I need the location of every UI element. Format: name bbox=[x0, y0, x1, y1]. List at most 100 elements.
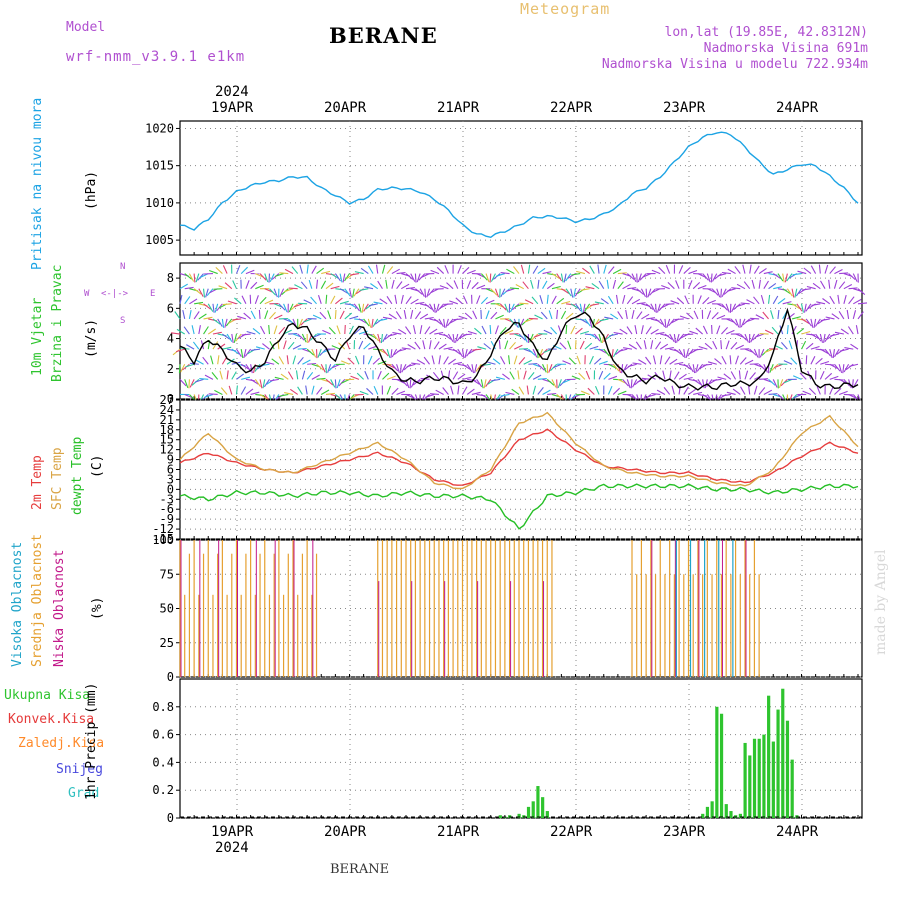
wind-barb bbox=[452, 348, 461, 355]
wind-barb bbox=[279, 393, 289, 397]
wind-barb bbox=[259, 296, 267, 305]
precip-bar bbox=[790, 759, 794, 818]
wind-barb bbox=[198, 325, 201, 335]
wind-barb bbox=[269, 311, 276, 320]
wind-barb bbox=[556, 309, 559, 319]
y-tick-label: 2 bbox=[167, 362, 174, 376]
wind-barb bbox=[622, 378, 629, 387]
wind-barb bbox=[548, 364, 553, 373]
wind-barb bbox=[673, 371, 680, 380]
wind-barb bbox=[494, 288, 500, 298]
wind-barb bbox=[440, 370, 445, 380]
wind-barb bbox=[431, 355, 435, 365]
wind-barb bbox=[623, 347, 633, 350]
wind-barb bbox=[506, 268, 515, 275]
wind-barb bbox=[237, 315, 247, 320]
wind-barb bbox=[243, 312, 251, 320]
wind-barb bbox=[683, 376, 693, 380]
wind-barb bbox=[443, 333, 452, 340]
wind-barb bbox=[311, 348, 317, 358]
wind-barb bbox=[515, 284, 524, 290]
wind-barb bbox=[235, 264, 241, 274]
precip-bar bbox=[545, 811, 549, 818]
wind-barb bbox=[523, 359, 532, 365]
wind-barb bbox=[824, 333, 831, 342]
wind-barb bbox=[692, 364, 696, 374]
wind-barb bbox=[360, 267, 369, 275]
compass-w: W bbox=[84, 289, 90, 299]
y-tick-label: 6 bbox=[167, 463, 174, 477]
wind-barb bbox=[565, 273, 572, 282]
wind-barb bbox=[212, 331, 222, 335]
wind-barb bbox=[500, 356, 506, 365]
wind-barb bbox=[245, 280, 250, 289]
wind-barb bbox=[312, 314, 322, 320]
wind-barb bbox=[391, 279, 395, 289]
wind-barb bbox=[636, 288, 644, 295]
wind-barb bbox=[466, 363, 473, 373]
wind-barb bbox=[805, 318, 812, 327]
wind-barb bbox=[524, 299, 534, 305]
wind-barb bbox=[471, 364, 475, 374]
wind-barb bbox=[366, 387, 374, 395]
wind-barb bbox=[250, 310, 256, 320]
wind-barb bbox=[243, 349, 247, 359]
wind-barb bbox=[356, 372, 365, 380]
wind-barb bbox=[839, 272, 849, 275]
wind-barb bbox=[557, 379, 562, 388]
wind-barb bbox=[824, 264, 829, 274]
wind-barb bbox=[353, 327, 362, 335]
wind-barb bbox=[576, 355, 581, 365]
wind-barb bbox=[702, 297, 710, 305]
wind-barb bbox=[372, 357, 380, 365]
wind-barb bbox=[600, 298, 609, 305]
wind-barb bbox=[269, 378, 279, 382]
y-tick-label: 1010 bbox=[145, 196, 174, 210]
wind-barb bbox=[847, 326, 854, 335]
precip-bar bbox=[724, 804, 728, 818]
wind-barb bbox=[462, 386, 468, 395]
wind-barb bbox=[491, 378, 501, 382]
wind-barb bbox=[692, 378, 702, 385]
wind-barb bbox=[652, 355, 657, 365]
precip-bar bbox=[743, 742, 747, 818]
wind-barb bbox=[791, 303, 800, 310]
wind-barb bbox=[419, 288, 425, 297]
wind-barb bbox=[815, 333, 822, 342]
wind-barb bbox=[232, 280, 237, 289]
wind-barb bbox=[669, 333, 675, 343]
wind-barb bbox=[381, 264, 386, 274]
wind-barb bbox=[627, 287, 637, 290]
wind-barb bbox=[273, 288, 278, 298]
date-label-bottom-3: 22APR bbox=[550, 824, 593, 840]
wind-barb bbox=[560, 310, 567, 320]
wind-barb bbox=[585, 370, 591, 380]
wind-barb bbox=[685, 348, 690, 358]
wind-barb bbox=[693, 348, 703, 351]
wind-barb bbox=[820, 360, 830, 365]
wind-barb bbox=[301, 333, 307, 343]
wind-barb bbox=[319, 311, 327, 320]
wind-barb bbox=[339, 310, 345, 320]
date-label-top-2: 21APR bbox=[437, 100, 480, 116]
wind-barb bbox=[434, 331, 444, 335]
wind-barb bbox=[524, 318, 534, 323]
wind-barb bbox=[829, 266, 836, 274]
wind-barb bbox=[618, 348, 628, 352]
wind-barb bbox=[424, 326, 431, 335]
wind-barb bbox=[453, 280, 459, 289]
wind-barb bbox=[189, 379, 195, 388]
wind-barb bbox=[704, 342, 713, 350]
wind-barb bbox=[622, 294, 626, 304]
wind-barb bbox=[546, 294, 549, 304]
wind-barb bbox=[707, 299, 716, 305]
precip-bar bbox=[748, 755, 752, 818]
wind-barb bbox=[344, 273, 350, 282]
wind-barb bbox=[368, 333, 377, 339]
wind-barb bbox=[762, 311, 769, 320]
wind-barb bbox=[192, 341, 200, 350]
wind-barb bbox=[218, 285, 228, 290]
y-tick-label: 0 bbox=[167, 392, 174, 406]
wind-barb bbox=[695, 364, 699, 374]
wind-barb bbox=[394, 294, 398, 304]
